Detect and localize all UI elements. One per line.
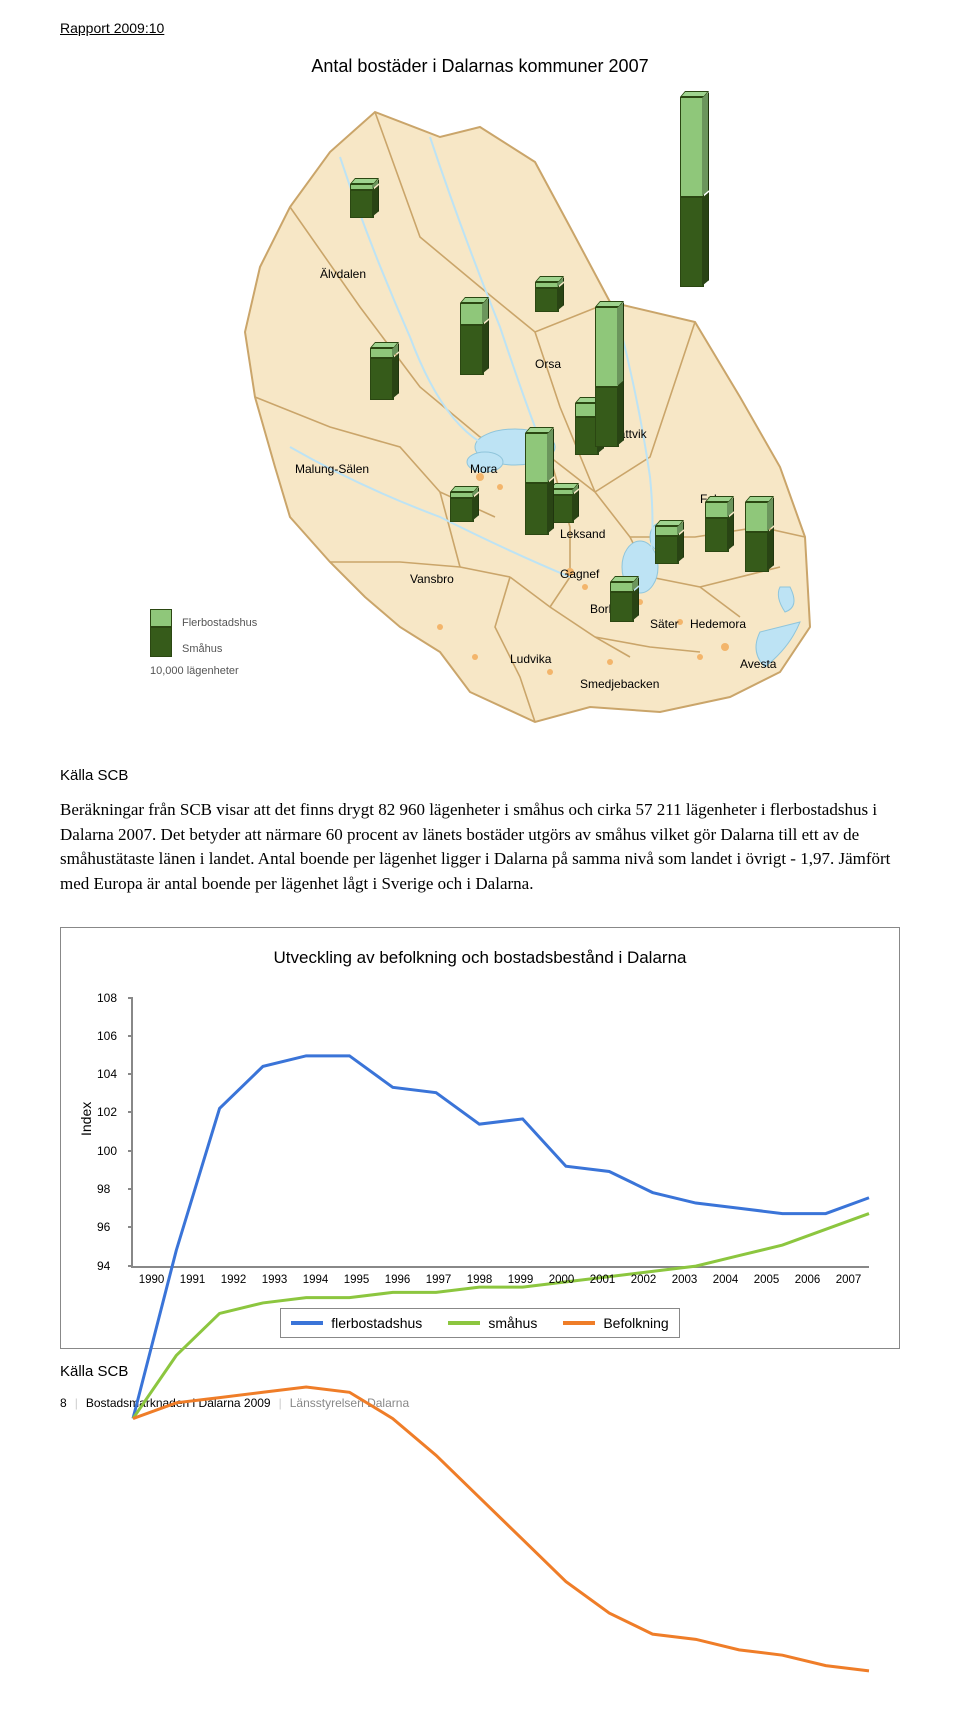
- series-line-flerbostadshus: [133, 1055, 869, 1418]
- chart-lines-svg: [133, 998, 869, 1734]
- map-source: Källa SCB: [60, 767, 900, 784]
- muni-label-orsa: Orsa: [535, 357, 561, 371]
- muni-label-vansbro: Vansbro: [410, 572, 454, 586]
- y-tick-mark: [128, 1226, 133, 1228]
- y-tick-label: 94: [97, 1259, 110, 1273]
- y-tick-mark: [128, 1188, 133, 1190]
- muni-label-s-ter: Säter: [650, 617, 679, 631]
- footer-divider: |: [75, 1396, 78, 1410]
- line-chart-box: Utveckling av befolkning och bostadsbest…: [60, 927, 900, 1349]
- y-tick-mark: [128, 1150, 133, 1152]
- x-tick-label: 2007: [828, 1274, 869, 1298]
- chart-plot: 949698100102104106108: [131, 998, 869, 1268]
- muni-label-ludvika: Ludvika: [510, 652, 551, 666]
- y-axis-label: Index: [78, 1101, 94, 1135]
- x-tick-label: 1992: [213, 1274, 254, 1298]
- y-tick-label: 98: [97, 1182, 110, 1196]
- legend-fler-label: Flerbostadshus: [182, 617, 257, 629]
- y-tick-mark: [128, 1111, 133, 1113]
- x-tick-label: 2000: [541, 1274, 582, 1298]
- x-tick-label: 2006: [787, 1274, 828, 1298]
- x-tick-label: 2003: [664, 1274, 705, 1298]
- y-tick-label: 108: [97, 991, 117, 1005]
- y-tick-mark: [128, 997, 133, 999]
- x-tick-label: 2004: [705, 1274, 746, 1298]
- muni-label-hedemora: Hedemora: [690, 617, 746, 631]
- y-tick-mark: [128, 1073, 133, 1075]
- x-tick-label: 1996: [377, 1274, 418, 1298]
- y-tick-label: 100: [97, 1144, 117, 1158]
- x-tick-label: 1999: [500, 1274, 541, 1298]
- muni-label-avesta: Avesta: [740, 657, 776, 671]
- x-tick-label: 2005: [746, 1274, 787, 1298]
- series-line-befolkning: [133, 1387, 869, 1671]
- report-id: Rapport 2009:10: [60, 20, 900, 36]
- x-tick-label: 2001: [582, 1274, 623, 1298]
- x-tick-label: 1998: [459, 1274, 500, 1298]
- y-tick-mark: [128, 1265, 133, 1267]
- x-tick-label: 1995: [336, 1274, 377, 1298]
- muni-label--lvdalen: Älvdalen: [320, 267, 366, 281]
- footer-page: 8: [60, 1396, 67, 1410]
- muni-label-smedjebacken: Smedjebacken: [580, 677, 659, 691]
- map-figure: ÄlvdalenOrsaMalung-SälenMoraRättvikFalun…: [140, 97, 820, 737]
- y-tick-mark: [128, 1035, 133, 1037]
- x-tick-label: 1994: [295, 1274, 336, 1298]
- x-tick-label: 1991: [172, 1274, 213, 1298]
- map-legend: Flerbostadshus Småhus 10,000 lägenheter: [150, 609, 257, 677]
- x-tick-label: 1990: [131, 1274, 172, 1298]
- y-tick-label: 104: [97, 1067, 117, 1081]
- map-title: Antal bostäder i Dalarnas kommuner 2007: [60, 56, 900, 77]
- muni-label-mora: Mora: [470, 462, 497, 476]
- chart-area: Index 949698100102104106108 199019911992…: [131, 998, 869, 1298]
- series-line-smahus: [133, 1213, 869, 1418]
- chart-title: Utveckling av befolkning och bostadsbest…: [81, 948, 879, 968]
- muni-label-malung-s-len: Malung-Sälen: [295, 462, 369, 476]
- x-tick-label: 2002: [623, 1274, 664, 1298]
- legend-sma-label: Småhus: [182, 643, 222, 655]
- muni-label-leksand: Leksand: [560, 527, 605, 541]
- x-tick-label: 1993: [254, 1274, 295, 1298]
- y-tick-label: 102: [97, 1105, 117, 1119]
- x-tick-label: 1997: [418, 1274, 459, 1298]
- muni-label-gagnef: Gagnef: [560, 567, 599, 581]
- body-paragraph: Beräkningar från SCB visar att det finns…: [60, 798, 900, 897]
- x-axis-labels: 1990199119921993199419951996199719981999…: [131, 1274, 869, 1298]
- y-tick-label: 106: [97, 1029, 117, 1043]
- y-tick-label: 96: [97, 1220, 110, 1234]
- legend-scale-label: 10,000 lägenheter: [150, 665, 257, 677]
